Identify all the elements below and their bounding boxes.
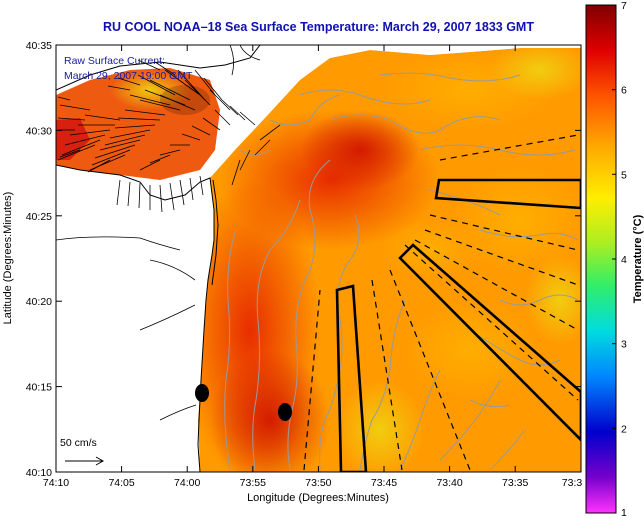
colorbar-tick-label: 2 xyxy=(621,423,627,435)
y-tick-label: 40:10 xyxy=(26,467,52,479)
station-marker[interactable] xyxy=(278,403,292,421)
colorbar-label: Temperature (°C) xyxy=(632,214,644,303)
y-axis-label: Latitude (Degrees:Minutes) xyxy=(2,192,14,325)
x-tick-label: 74:00 xyxy=(174,477,200,489)
vector-cluster xyxy=(160,85,210,115)
x-axis-label: Longitude (Degrees:Minutes) xyxy=(247,492,389,504)
colorbar-tick-label: 4 xyxy=(621,254,627,266)
y-tick-label: 40:20 xyxy=(26,296,52,308)
y-tick-label: 40:15 xyxy=(26,382,52,394)
colorbar-tick-label: 1 xyxy=(621,507,627,518)
inset-label-1: Raw Surface Current: xyxy=(64,55,165,67)
inset-label-2: March 29, 2007 19:00 GMT xyxy=(64,70,193,82)
coastline xyxy=(56,164,215,472)
y-tick-label: 40:25 xyxy=(26,211,52,223)
y-tick-label: 40:30 xyxy=(26,125,52,137)
x-tick-label: 74:10 xyxy=(43,477,69,489)
radar-beams xyxy=(303,134,581,472)
station-marker[interactable] xyxy=(195,384,209,402)
x-tick-label: 73:3 xyxy=(562,477,583,489)
x-tick-label: 73:35 xyxy=(502,477,528,489)
sandy-hook-spit xyxy=(211,179,219,286)
colorbar-tick-label: 7 xyxy=(621,0,627,12)
current-vectors xyxy=(57,59,281,213)
y-tick-label: 40:35 xyxy=(26,40,52,52)
map-title: RU COOL NOAA–18 Sea Surface Temperature:… xyxy=(103,20,534,34)
colorbar-tick-label: 5 xyxy=(621,169,627,181)
x-tick-marks xyxy=(55,45,516,472)
x-tick-label: 73:40 xyxy=(436,477,462,489)
map-plot-area xyxy=(56,45,581,472)
sst-field xyxy=(56,45,581,472)
colorbar-tick-label: 6 xyxy=(621,85,627,97)
scale-label: 50 cm/s xyxy=(60,437,97,449)
y-tick-marks xyxy=(56,44,581,473)
land-mask xyxy=(56,45,581,472)
x-tick-label: 73:55 xyxy=(240,477,266,489)
x-tick-label: 74:05 xyxy=(108,477,134,489)
coastline-north xyxy=(56,45,261,91)
colorbar-tick-label: 3 xyxy=(621,339,627,351)
colorbar xyxy=(585,4,617,514)
x-tick-label: 73:50 xyxy=(305,477,331,489)
x-tick-label: 73:45 xyxy=(371,477,397,489)
